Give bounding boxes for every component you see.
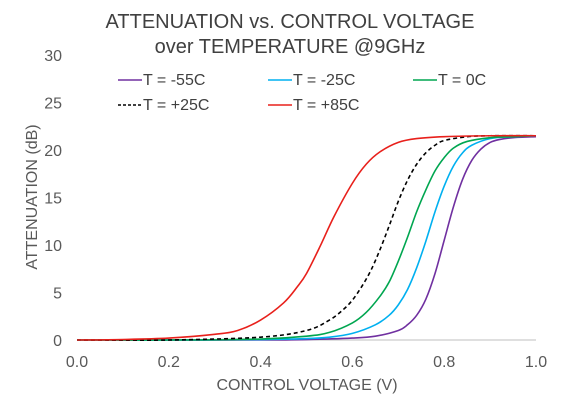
series-line-4 [76,134,537,341]
y-tick-label: 15 [44,191,62,208]
chart-title-line1: ATTENUATION vs. CONTROL VOLTAGE [106,11,475,33]
legend-box [112,67,524,117]
x-tick-label: 0.4 [249,354,271,371]
y-tick-label: 25 [44,96,62,113]
x-tick-label: 0.8 [433,354,455,371]
legend-label-4: T = +85C [293,97,359,114]
y-tick-label: 20 [44,143,62,160]
series-line-0 [77,135,537,341]
series-line-3 [76,134,537,342]
series-line-2 [76,134,537,341]
series-lines [76,134,537,342]
y-tick-label: 5 [53,286,62,303]
legend-label-2: T = 0C [438,72,486,89]
x-tick-label: 0.6 [341,354,363,371]
legend-label-3: T = +25C [143,97,209,114]
y-tick-label: 30 [44,48,62,65]
y-axis-title: ATTENUATION (dB) [24,124,41,269]
x-axis-title: CONTROL VOLTAGE (V) [216,377,397,394]
x-tick-label: 1.0 [525,354,547,371]
x-tick-label: 0.0 [66,354,88,371]
series-line-1 [76,134,537,341]
tick-labels: 0.0 0.2 0.4 0.6 0.8 1.0 0 5 10 15 20 25 30 [44,48,547,371]
legend-label-1: T = -25C [293,72,355,89]
legend: T = -55C T = -25C T = 0C T = +25C T = +85C [118,72,486,114]
chart-title-line2: over TEMPERATURE @9GHz [155,36,426,58]
legend-label-0: T = -55C [143,72,205,89]
y-tick-label: 10 [44,238,62,255]
x-tick-label: 0.2 [158,354,180,371]
y-tick-label: 0 [53,333,62,350]
